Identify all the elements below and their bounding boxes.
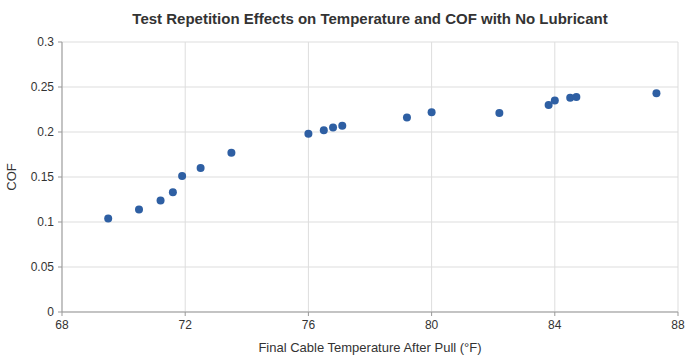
y-tick-label: 0.15 [31,170,55,184]
y-tick-label: 0.2 [37,125,54,139]
x-tick [62,312,63,316]
y-axis-label: COF [4,163,19,191]
x-axis-label: Final Cable Temperature After Pull (°F) [258,340,481,355]
scatter-point [169,188,177,196]
x-tick-label: 88 [671,318,685,332]
y-grid-line [62,42,678,43]
y-tick [58,312,62,313]
y-tick [58,87,62,88]
grid [62,42,678,312]
scatter-point [403,114,411,122]
y-grid-line [62,312,678,313]
scatter-point [227,149,235,157]
x-tick-label: 68 [55,318,69,332]
x-grid-line [554,42,555,312]
scatter-point [428,108,436,116]
scatter-point [572,93,580,101]
x-grid-line [431,42,432,312]
chart-container: 68 72 76 80 84 88 0 0.05 0.1 0.15 0.2 0.25 0.3 Test R… [0,0,700,364]
y-tick [58,177,62,178]
x-grid-line [308,42,309,312]
x-tick [431,312,432,316]
y-grid-line [62,222,678,223]
x-tick [554,312,555,316]
x-tick-label: 72 [179,318,193,332]
chart-svg: 68 72 76 80 84 88 0 0.05 0.1 0.15 0.2 0.25 0.3 Test R… [0,0,700,364]
y-tick-label: 0.05 [31,260,55,274]
y-grid-line [62,132,678,133]
x-tick-label: 84 [548,318,562,332]
y-tick-label: 0 [47,305,54,319]
scatter-point [135,205,143,213]
x-tick-label: 76 [302,318,316,332]
y-tick [58,222,62,223]
scatter-point [495,109,503,117]
scatter-point [157,196,165,204]
points [104,89,660,222]
x-tick [185,312,186,316]
y-tick [58,267,62,268]
x-tick-label: 80 [425,318,439,332]
y-tick [58,42,62,43]
chart-title: Test Repetition Effects on Temperature a… [132,10,607,27]
scatter-point [104,214,112,222]
y-grid-line [62,87,678,88]
x-axis-line [62,312,678,313]
y-ticks: 0 0.05 0.1 0.15 0.2 0.25 0.3 [31,35,62,319]
scatter-point [338,122,346,130]
y-tick-label: 0.25 [31,80,55,94]
x-ticks: 68 72 76 80 84 88 [55,312,685,332]
scatter-point [329,124,337,132]
x-grid-line [678,42,679,312]
y-grid-line [62,267,678,268]
scatter-point [320,126,328,134]
y-tick [58,132,62,133]
scatter-point [197,164,205,172]
y-grid-line [62,177,678,178]
scatter-point [551,97,559,105]
y-tick-label: 0.3 [37,35,54,49]
x-tick [678,312,679,316]
y-tick-label: 0.1 [37,215,54,229]
x-tick [308,312,309,316]
scatter-point [304,130,312,138]
scatter-point [178,172,186,180]
scatter-point [652,89,660,97]
